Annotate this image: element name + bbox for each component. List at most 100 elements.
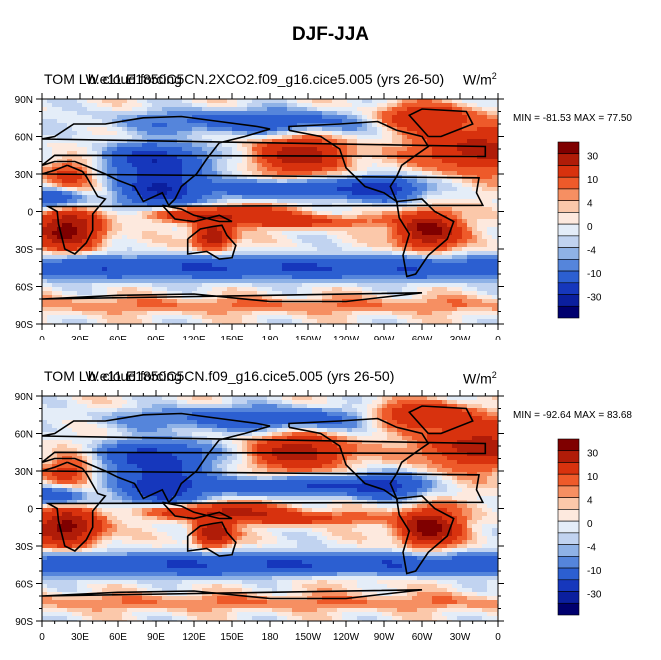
coastline — [408, 405, 474, 435]
min-max-label: MIN = -92.64 MAX = 83.68 — [513, 410, 632, 421]
x-tick-label: 90W — [374, 632, 395, 643]
coastline — [42, 115, 487, 207]
colorbar-label: -4 — [587, 542, 596, 553]
y-tick-label: 60S — [15, 283, 33, 294]
x-tick-label: 150W — [295, 335, 322, 340]
colorbar-label: -4 — [587, 245, 596, 256]
x-tick-label: 150W — [295, 632, 322, 643]
coastlines — [42, 108, 487, 303]
panel-variable-label: TOM LW cloud forcing — [44, 368, 182, 384]
colorbar-label: 30 — [587, 449, 599, 460]
x-tick-label: 120W — [333, 335, 360, 340]
coastline — [395, 198, 455, 278]
coastline — [186, 521, 237, 557]
colorbar-swatch — [557, 473, 580, 487]
coastline — [395, 495, 455, 575]
x-tick-label: 0 — [39, 335, 45, 340]
x-tick-label: 30E — [71, 632, 89, 643]
y-tick-label: 60N — [15, 133, 33, 144]
y-tick-label: 90N — [15, 392, 33, 403]
colorbar-swatch — [557, 556, 580, 569]
x-tick-label: 120W — [333, 632, 360, 643]
panel-variable-label: TOM LW cloud forcing — [44, 71, 182, 87]
coastline — [288, 120, 430, 204]
colorbar-swatch — [557, 567, 580, 581]
coastline — [42, 461, 485, 552]
colorbar-label: 0 — [587, 519, 593, 530]
x-tick-label: 60E — [109, 632, 127, 643]
x-tick-label: 90W — [374, 335, 395, 340]
colorbar-label: 4 — [587, 199, 593, 210]
colorbar-label: -10 — [587, 269, 602, 280]
units-label: W/m2 — [463, 71, 497, 88]
axis-ticks — [36, 390, 504, 627]
min-max-label: MIN = -81.53 MAX = 77.50 — [513, 113, 632, 124]
coastline — [161, 204, 233, 223]
colorbar — [557, 141, 580, 319]
units-label: W/m2 — [463, 370, 497, 387]
y-tick-label: 60S — [15, 580, 33, 591]
x-tick-label: 30W — [450, 335, 471, 340]
x-tick-label: 60W — [412, 632, 433, 643]
x-tick-label: 0 — [39, 632, 45, 643]
y-tick-label: 0 — [27, 208, 33, 219]
colorbar-swatch — [557, 544, 580, 557]
y-tick-label: 30S — [15, 245, 33, 256]
x-tick-label: 60E — [109, 335, 127, 340]
x-tick-label: 60W — [412, 335, 433, 340]
x-tick-label: 120E — [182, 632, 206, 643]
coastline — [186, 224, 237, 260]
x-tick-label: 150E — [220, 335, 244, 340]
colorbar-label: -10 — [587, 566, 602, 577]
x-tick-label: 0 — [495, 632, 501, 643]
coastline — [42, 164, 485, 255]
coastline — [408, 108, 474, 138]
x-tick-label: 120E — [182, 335, 206, 340]
y-tick-label: 30S — [15, 542, 33, 553]
colorbar-swatch — [557, 579, 580, 592]
colorbar-label: 10 — [587, 175, 599, 186]
colorbar-label: -30 — [587, 292, 602, 303]
coastline — [161, 501, 233, 520]
y-tick-label: 30N — [15, 467, 33, 478]
contour-map-1: 0 30E 60E 90E 120E 150E 180 150W 120W 90W 60W 30W 0 9… — [15, 93, 602, 340]
x-tick-label: 90E — [147, 632, 165, 643]
colorbar-swatch — [557, 462, 580, 475]
x-tick-label: 180 — [262, 632, 279, 643]
colorbar-label: 30 — [587, 152, 599, 163]
colorbar-label: -30 — [587, 589, 602, 600]
colorbar-swatch — [557, 532, 580, 545]
figure-title: DJF-JJA — [291, 24, 370, 45]
coastline — [42, 589, 423, 600]
x-tick-label: 150E — [220, 632, 244, 643]
colorbar-swatch — [557, 602, 580, 616]
x-tick-label: 0 — [495, 335, 501, 340]
x-tick-label: 90E — [147, 335, 165, 340]
y-tick-label: 90S — [15, 320, 33, 331]
colorbar-label: 10 — [587, 472, 599, 483]
colorbar — [557, 438, 580, 616]
y-tick-label: 90S — [15, 617, 33, 628]
coastlines — [42, 405, 487, 600]
axis-ticks — [36, 93, 504, 330]
colorbar-swatch — [557, 450, 580, 463]
x-tick-label: 180 — [262, 335, 279, 340]
y-tick-label: 90N — [15, 95, 33, 106]
x-tick-label: 30E — [71, 335, 89, 340]
colorbar-swatch — [557, 509, 580, 522]
field-cells — [42, 396, 498, 621]
colorbar-label: 0 — [587, 222, 593, 233]
coastline — [288, 417, 430, 501]
panel-case-label: b.e11.E1850C5CN.f09_g16.cice5.005 (yrs 2… — [88, 368, 395, 384]
coastline — [42, 292, 423, 303]
colorbar-swatch — [557, 520, 580, 534]
y-tick-label: 60N — [15, 430, 33, 441]
coastline — [42, 412, 487, 504]
colorbar-label: 4 — [587, 496, 593, 507]
x-tick-label: 30W — [450, 632, 471, 643]
y-tick-label: 0 — [27, 505, 33, 516]
map-panel-1: TOM LW cloud forcing b.e11.E1850C5CN.2XC… — [15, 71, 632, 340]
colorbar-swatch — [557, 438, 580, 452]
